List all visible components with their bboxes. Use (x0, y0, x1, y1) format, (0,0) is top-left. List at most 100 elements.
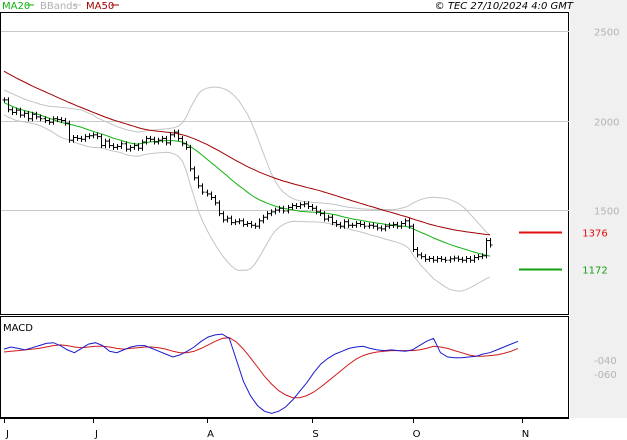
price-bar (245, 221, 250, 227)
bband-upper-line (3, 86, 491, 236)
price-bar (314, 205, 319, 215)
price-bar (322, 211, 327, 222)
level-label-1376: 1376 (582, 229, 607, 240)
price-bar (115, 143, 120, 150)
price-bar (431, 255, 436, 263)
time-tick-label: S (312, 429, 318, 440)
price-bar (350, 222, 355, 228)
price-bar (205, 189, 210, 197)
price-bar (403, 218, 408, 227)
price-bar (10, 107, 15, 115)
price-bar (464, 255, 469, 263)
price-bar (383, 223, 388, 232)
price-bar (144, 135, 149, 145)
macd-tick-label: -060 (594, 370, 617, 381)
price-bar (22, 110, 27, 118)
macd-line (3, 333, 519, 414)
price-bar (472, 255, 477, 263)
price-bar (99, 134, 104, 149)
price-bar (334, 220, 339, 227)
price-bar (407, 218, 412, 229)
price-plot-area (0, 12, 569, 315)
price-levels: 1376 1172 (519, 229, 608, 277)
price-bar (277, 205, 282, 213)
price-bar (391, 221, 396, 228)
price-bar (124, 141, 129, 152)
price-bar (448, 256, 453, 263)
time-tick-label: J (94, 429, 98, 440)
price-bar (233, 219, 238, 226)
price-bar (128, 144, 133, 152)
price-bar (338, 221, 343, 229)
price-bar (164, 135, 169, 146)
price-bar (160, 135, 165, 143)
price-bar (79, 135, 84, 142)
axis-band (570, 0, 627, 418)
price-bar (326, 214, 331, 222)
price-bar (435, 255, 440, 263)
price-bar (18, 107, 23, 118)
price-bar (140, 139, 145, 151)
time-tick-label: A (207, 429, 214, 440)
price-bar (51, 116, 56, 125)
price-bar (427, 255, 432, 262)
price-bar (423, 254, 428, 262)
price-bar (63, 117, 68, 126)
price-bar (237, 218, 242, 225)
legend: MA20 BBands MA50 (2, 1, 119, 12)
price-bar (213, 195, 218, 206)
price-bar (379, 225, 384, 232)
price-tick-label: 2500 (594, 28, 619, 39)
price-bar (443, 256, 448, 263)
price-bar (395, 221, 400, 229)
price-bar (387, 222, 392, 229)
price-bar (6, 97, 11, 113)
price-bar (354, 221, 359, 228)
price-bar (47, 117, 52, 125)
price-bar (302, 201, 307, 208)
price-bar (286, 204, 291, 214)
price-bar (132, 143, 137, 150)
macd-axis: -040 -060 (594, 356, 617, 381)
price-bar (26, 110, 31, 122)
price-bar (330, 214, 335, 226)
ma50-path (3, 70, 491, 236)
price-bar (358, 221, 363, 227)
price-bar (273, 207, 278, 215)
price-bar (456, 255, 461, 262)
price-bar (136, 143, 141, 151)
price-bar (294, 203, 299, 210)
price-bar (75, 135, 80, 141)
price-bar (152, 136, 157, 145)
price-bar (180, 135, 185, 147)
price-bar (55, 116, 60, 123)
bband-lower-line (3, 114, 491, 292)
legend-ma50-label: MA50 (86, 1, 114, 12)
legend-bbands-label: BBands (40, 1, 78, 12)
ma50-line (3, 70, 491, 236)
price-bar (229, 215, 234, 226)
price-bar (34, 111, 39, 120)
price-bar (91, 132, 96, 139)
price-bar (71, 135, 76, 143)
price-bar (184, 141, 189, 150)
price-bar (176, 129, 181, 141)
level-label-1172: 1172 (582, 266, 607, 277)
macd-signal-line (3, 337, 519, 399)
price-bar (83, 134, 88, 142)
price-bar (411, 223, 416, 253)
price-bar (367, 222, 372, 229)
price-bar (249, 221, 254, 228)
price-bar (172, 129, 177, 138)
price-bar (298, 202, 303, 210)
price-bar (241, 218, 246, 227)
price-bar (269, 209, 274, 217)
price-bar (452, 255, 457, 262)
price-bar (480, 253, 485, 260)
price-bar (468, 255, 473, 263)
price-bar (200, 183, 205, 195)
price-bar (265, 211, 270, 220)
macd-lines (3, 333, 519, 414)
price-tick-label: 2000 (594, 118, 619, 129)
